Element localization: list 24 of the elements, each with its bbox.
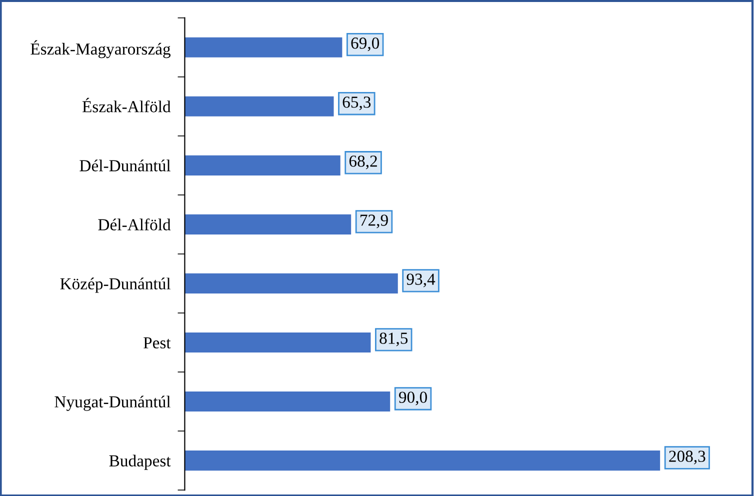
y-tick-label: Közép-Dunántúl <box>60 278 171 293</box>
data-label: 69,0 <box>351 38 380 52</box>
bar <box>184 273 398 294</box>
data-label: 208,3 <box>669 450 706 464</box>
y-tick-label: Észak-Magyarország <box>30 40 171 58</box>
y-tick-label: Nyugat-Dunántúl <box>54 396 171 411</box>
bar <box>184 96 334 116</box>
data-label: 65,3 <box>342 96 371 110</box>
y-tick-label: Észak-Alföld <box>82 98 171 112</box>
data-label: 90,0 <box>398 392 427 406</box>
bar <box>184 332 371 353</box>
data-label: 81,5 <box>380 332 408 346</box>
data-label: 72,9 <box>360 214 388 228</box>
y-tick-label: Dél-Dunántúl <box>80 160 171 172</box>
bar <box>184 155 340 176</box>
y-tick-label: Dél-Alföld <box>98 218 171 230</box>
data-label: 68,2 <box>349 156 377 170</box>
bar <box>184 214 352 234</box>
bar <box>184 391 390 412</box>
y-tick-label: Pest <box>144 337 171 348</box>
data-label: 93,4 <box>406 274 436 288</box>
y-tick-label: Budapest <box>109 454 171 470</box>
bar <box>184 450 660 471</box>
bar <box>184 37 342 58</box>
